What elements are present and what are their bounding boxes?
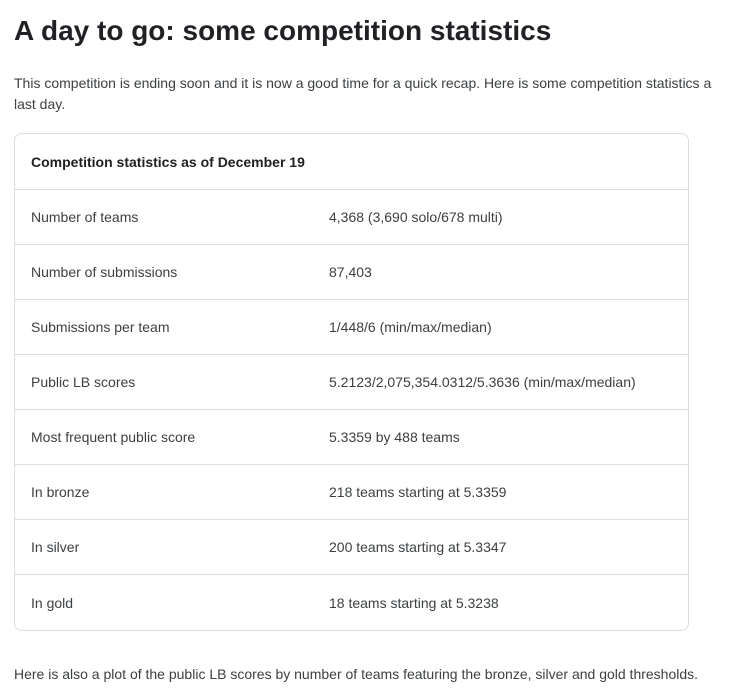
stats-value: 5.2123/2,075,354.0312/5.3636 (min/max/me… xyxy=(329,374,636,390)
intro-line-1: This competition is ending soon and it i… xyxy=(14,75,712,91)
stats-row-most-frequent-score: Most frequent public score 5.3359 by 488… xyxy=(15,410,688,465)
stats-value: 18 teams starting at 5.3238 xyxy=(329,594,499,611)
stats-label: Number of submissions xyxy=(31,264,178,280)
stats-value: 87,403 xyxy=(329,264,372,280)
stats-row-in-gold: In gold 18 teams starting at 5.3238 xyxy=(15,575,688,630)
stats-row-number-of-submissions: Number of submissions 87,403 xyxy=(15,245,688,300)
stats-row-number-of-teams: Number of teams 4,368 (3,690 solo/678 mu… xyxy=(15,190,688,245)
stats-label: In gold xyxy=(31,594,74,611)
stats-label: Number of teams xyxy=(31,209,139,225)
stats-row-in-bronze: In bronze 218 teams starting at 5.3359 xyxy=(15,465,688,520)
intro-line-2: last day. xyxy=(14,96,66,112)
stats-label: Most frequent public score xyxy=(31,429,196,445)
stats-row-submissions-per-team: Submissions per team 1/448/6 (min/max/me… xyxy=(15,300,688,355)
stats-table-header: Competition statistics as of December 19 xyxy=(15,134,688,190)
stats-value: 200 teams starting at 5.3347 xyxy=(329,539,507,555)
stats-row-in-silver: In silver 200 teams starting at 5.3347 xyxy=(15,520,688,575)
stats-label: In bronze xyxy=(31,484,90,500)
stats-value: 5.3359 by 488 teams xyxy=(329,429,460,445)
stats-value: 218 teams starting at 5.3359 xyxy=(329,484,507,500)
stats-value: 4,368 (3,690 solo/678 multi) xyxy=(329,209,503,225)
competition-stats-table: Competition statistics as of December 19… xyxy=(14,133,689,631)
stats-label: Submissions per team xyxy=(31,319,170,335)
post-title: A day to go: some competition statistics xyxy=(14,15,552,46)
stats-value: 1/448/6 (min/max/median) xyxy=(329,319,492,335)
stats-label: In silver xyxy=(31,539,80,555)
intro-paragraph: This competition is ending soon and it i… xyxy=(14,73,753,115)
outro-paragraph: Here is also a plot of the public LB sco… xyxy=(14,666,699,682)
stats-row-public-lb-scores: Public LB scores 5.2123/2,075,354.0312/5… xyxy=(15,355,688,410)
stats-label: Public LB scores xyxy=(31,374,136,390)
